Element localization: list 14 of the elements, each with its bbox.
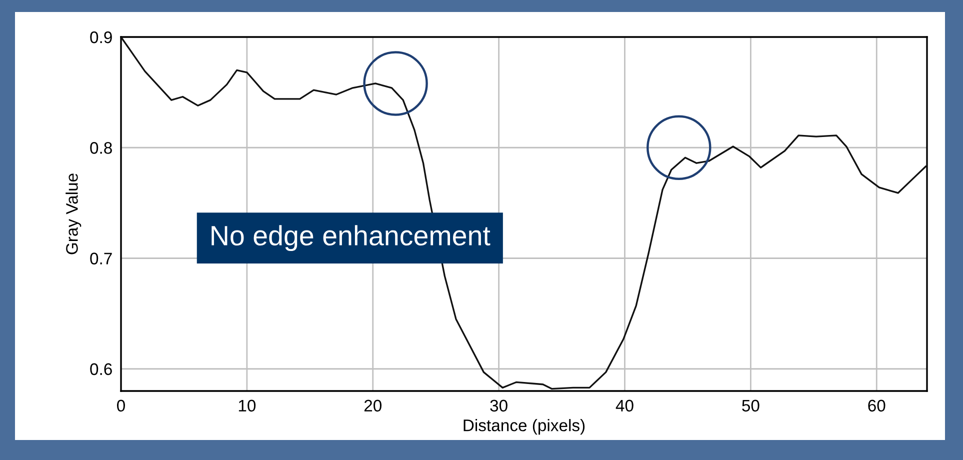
- x-tick-label: 20: [364, 400, 382, 412]
- y-tick-label: 0.7: [90, 252, 112, 264]
- annotation: No edge enhancement: [212, 225, 490, 252]
- x-axis-title: Distance (pixels): [464, 419, 585, 435]
- x-tick-label: 40: [616, 400, 634, 412]
- x-tick-label: 10: [238, 400, 256, 412]
- x-tick-label: 50: [742, 400, 760, 412]
- x-tick-label: 0: [117, 400, 125, 412]
- x-tick-label: 60: [868, 400, 886, 412]
- y-tick-label: 0.6: [90, 363, 112, 376]
- y-tick-label: 0.8: [90, 142, 112, 154]
- y-tick-label: 0.9: [90, 31, 112, 44]
- x-tick-label: 30: [490, 400, 508, 412]
- y-axis-title: Gray Value: [66, 174, 82, 254]
